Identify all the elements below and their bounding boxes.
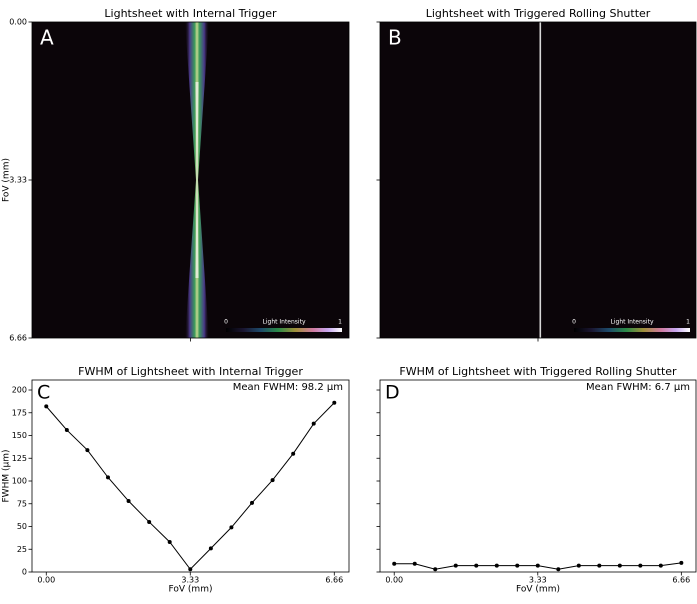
y-tick-label: 125 [12, 454, 27, 463]
y-tick-label: 6.66 [9, 334, 27, 343]
point [597, 563, 602, 568]
colorbar [574, 328, 690, 332]
y-axis-label: FWHM (µm) [2, 450, 12, 503]
point [658, 563, 663, 568]
point [208, 546, 213, 551]
point [392, 561, 397, 566]
point [311, 421, 316, 426]
image-background [380, 22, 696, 338]
panel-letter: C [37, 382, 50, 404]
y-tick-label: 75 [17, 499, 27, 508]
x-axis-label: FoV (mm) [169, 585, 213, 595]
annotation: Mean FWHM: 6.7 µm [586, 382, 690, 393]
y-tick-label: 0 [22, 568, 27, 577]
point [638, 563, 643, 568]
panel-title: FWHM of Lightsheet with Triggered Rollin… [399, 365, 677, 378]
light-sheet-core [195, 82, 199, 278]
point [474, 563, 479, 568]
x-tick-label: 0.00 [37, 576, 55, 585]
x-tick-label: 6.66 [325, 576, 343, 585]
point [617, 563, 622, 568]
point [433, 567, 438, 572]
y-axis-label: FoV (mm) [2, 158, 12, 202]
colorbar-tick: 1 [338, 319, 342, 326]
point [44, 404, 49, 409]
panel-title: Lightsheet with Triggered Rolling Shutte… [426, 7, 651, 20]
panel-title: Lightsheet with Internal Trigger [104, 7, 277, 20]
point [105, 475, 110, 480]
y-tick-label: 50 [17, 522, 27, 531]
y-tick-label: 3.33 [9, 176, 27, 185]
point [412, 561, 417, 566]
point [167, 539, 172, 544]
point [453, 563, 458, 568]
plot-area [380, 380, 696, 572]
panel-letter: D [385, 382, 400, 404]
y-tick-label: 175 [12, 408, 27, 417]
y-tick-label: 200 [12, 386, 27, 395]
colorbar-label: Light Intensity [611, 319, 654, 326]
point [85, 448, 90, 453]
point [291, 451, 296, 456]
point [515, 563, 520, 568]
point [147, 519, 152, 524]
point [494, 563, 499, 568]
point [576, 563, 581, 568]
point [126, 499, 131, 504]
x-tick-label: 3.33 [529, 576, 547, 585]
x-tick-label: 3.33 [181, 576, 199, 585]
colorbar-label: Light Intensity [263, 319, 306, 326]
y-tick-label: 150 [12, 431, 27, 440]
y-tick-label: 100 [12, 477, 27, 486]
point [229, 525, 234, 530]
x-tick-label: 6.66 [672, 576, 690, 585]
point [535, 563, 540, 568]
y-tick-label: 0.00 [9, 18, 27, 27]
colorbar-tick: 0 [572, 319, 576, 326]
colorbar-tick: 0 [224, 319, 228, 326]
plot-area [32, 380, 349, 572]
point [679, 560, 684, 565]
colorbar [226, 328, 342, 332]
colorbar-tick: 1 [686, 319, 690, 326]
point [249, 500, 254, 505]
light-sheet [539, 22, 542, 338]
x-tick-label: 0.00 [385, 576, 403, 585]
panel-letter: A [40, 26, 54, 50]
point [556, 567, 561, 572]
y-tick-label: 25 [17, 545, 27, 554]
point [64, 428, 69, 433]
point [270, 478, 275, 483]
panel-letter: B [388, 26, 402, 50]
point [188, 567, 193, 572]
x-axis-label: FoV (mm) [516, 585, 560, 595]
point [332, 400, 337, 405]
panel-title: FWHM of Lightsheet with Internal Trigger [78, 365, 303, 378]
annotation: Mean FWHM: 98.2 µm [233, 382, 343, 393]
